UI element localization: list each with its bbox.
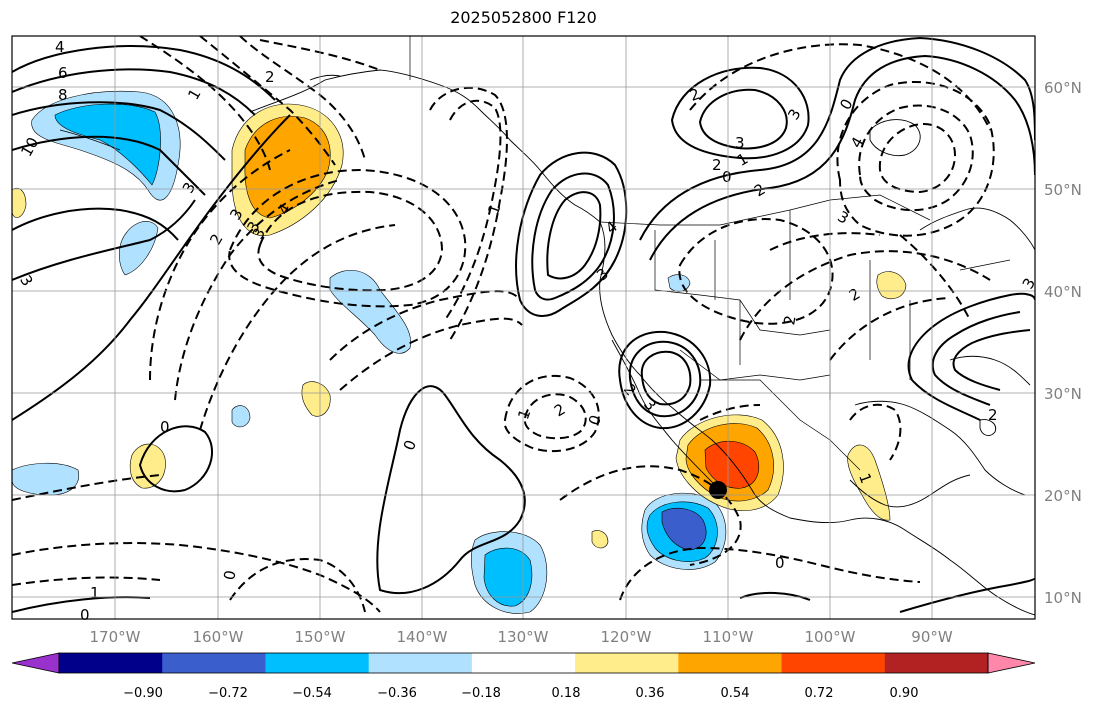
colorbar-tick-label: −0.72 xyxy=(208,686,248,701)
anomaly-positive-mexico-core xyxy=(704,440,759,489)
colorbar-tick-label: −0.54 xyxy=(292,686,332,701)
storm-position-dot xyxy=(709,481,727,499)
map-frame xyxy=(11,35,1036,620)
colorbar xyxy=(11,652,1036,674)
lat-label: 50°N xyxy=(1044,181,1082,199)
contour-label: 0 xyxy=(80,606,90,624)
lon-label: 140°W xyxy=(397,628,448,646)
colorbar-tick-label: 0.18 xyxy=(552,686,581,701)
contour-label: 0 xyxy=(775,554,785,572)
contours-positive xyxy=(12,36,1035,613)
gridlines xyxy=(12,36,1035,619)
lon-label: 90°W xyxy=(911,628,953,646)
colorbar-segment xyxy=(265,653,370,673)
contour-label: 3 xyxy=(735,134,745,152)
anomaly-negative-mexico-core xyxy=(661,507,707,551)
anomaly-positive-small-a xyxy=(301,381,331,417)
lon-label: 170°W xyxy=(90,628,141,646)
lon-label: 100°W xyxy=(805,628,856,646)
colorbar-segment xyxy=(59,653,163,673)
contour-label: 6 xyxy=(58,64,68,82)
colorbar-tick-label: −0.36 xyxy=(377,686,417,701)
colorbar-segment xyxy=(162,653,266,673)
map-title: 2025052800 F120 xyxy=(450,8,597,27)
colorbar-segment xyxy=(678,653,783,673)
contour-label: 4 xyxy=(55,38,65,56)
shaded-anomalies xyxy=(12,90,907,614)
lat-label: 30°N xyxy=(1044,385,1082,403)
colorbar-tick-label: 0.90 xyxy=(890,686,919,701)
map-plot-area xyxy=(12,36,1035,619)
contours-negative xyxy=(12,36,995,613)
contour-label: 8 xyxy=(58,86,68,104)
lon-label: 120°W xyxy=(601,628,652,646)
colorbar-tick-label: 0.36 xyxy=(636,686,665,701)
colorbar-frame xyxy=(58,652,989,674)
latitude-labels: 60°N 50°N 40°N 30°N 20°N 10°N xyxy=(1044,79,1082,607)
anomaly-negative-small-d xyxy=(12,462,80,496)
contour-label: 2 xyxy=(712,156,722,174)
contour-label: 1 xyxy=(90,584,100,602)
contour-label: 2 xyxy=(780,314,799,327)
colorbar-segment xyxy=(987,652,1036,674)
colorbar-segment xyxy=(575,653,679,673)
colorbar-tick-label: 0.54 xyxy=(721,686,750,701)
contour-label: 2 xyxy=(988,406,998,424)
lon-label: 110°W xyxy=(703,628,754,646)
contour-label: 0 xyxy=(160,418,170,436)
colorbar-ticks: −0.90 −0.72 −0.54 −0.36 −0.18 0.18 0.36 … xyxy=(123,686,918,701)
lat-label: 40°N xyxy=(1044,283,1082,301)
anomaly-positive-small-f xyxy=(591,530,609,549)
anomaly-positive-gulf xyxy=(847,444,891,521)
lat-label: 10°N xyxy=(1044,589,1082,607)
colorbar-segment xyxy=(884,653,989,673)
anomaly-negative-east-pacific-core xyxy=(483,547,533,607)
colorbar-segment xyxy=(11,652,60,674)
lon-label: 130°W xyxy=(498,628,549,646)
colorbar-segment xyxy=(471,653,576,673)
lon-label: 150°W xyxy=(295,628,346,646)
colorbar-tick-label: 0.72 xyxy=(805,686,834,701)
colorbar-segment xyxy=(368,653,473,673)
contour-label: 0 xyxy=(722,168,732,186)
colorbar-segment xyxy=(781,653,886,673)
anomaly-negative-small-1 xyxy=(119,221,159,276)
colorbar-tick-label: −0.18 xyxy=(461,686,501,701)
lat-label: 60°N xyxy=(1044,79,1082,97)
contour-label: 0 xyxy=(220,569,239,582)
colorbar-tick-label: −0.90 xyxy=(123,686,163,701)
anomaly-positive-small-g xyxy=(12,187,27,218)
longitude-labels: 170°W 160°W 150°W 140°W 130°W 120°W 110°… xyxy=(90,628,953,646)
lon-label: 160°W xyxy=(193,628,244,646)
coastlines xyxy=(59,69,1035,616)
anomaly-positive-plains xyxy=(876,271,907,299)
anomaly-negative-small-b xyxy=(231,405,251,428)
lat-label: 20°N xyxy=(1044,487,1082,505)
contour-label: 2 xyxy=(265,68,275,86)
